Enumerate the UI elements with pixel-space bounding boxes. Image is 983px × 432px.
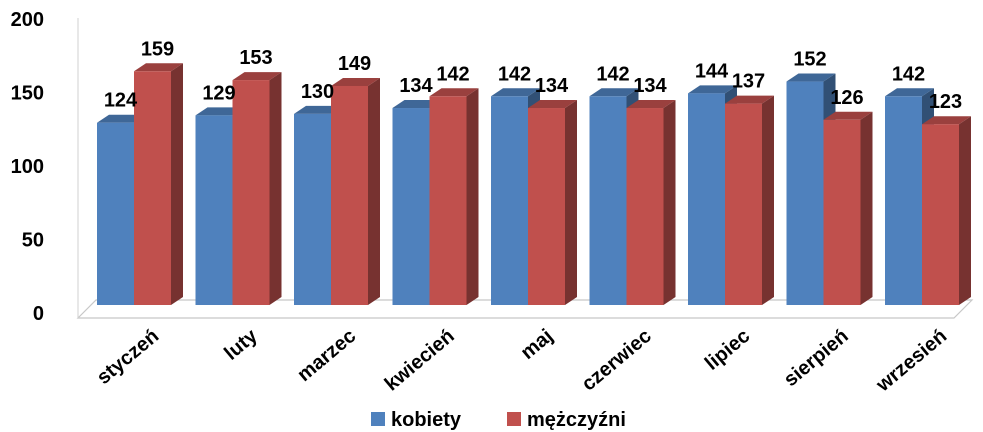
bar-front [195,115,233,306]
data-label: 134 [535,75,569,97]
bar-top [885,88,934,97]
x-tick-label: marzec [293,325,360,386]
bar-top [331,77,380,86]
y-tick-label: 150 [11,83,44,105]
bar-side [565,100,577,306]
bar-side [466,88,479,305]
y-axis-ticks: 0 50 100 150 200 [11,9,44,325]
legend: kobiety mężczyźni [371,409,626,431]
bar-mezczyzni [725,95,774,305]
bar-mezczyzni [626,100,676,306]
bars [97,63,971,306]
legend-swatch [507,412,521,426]
bar-front [429,96,467,305]
legend-label: mężczyźni [527,409,626,431]
bar-side [269,72,282,305]
bar-mezczyzni [429,88,479,305]
data-label: 142 [498,63,531,85]
y-tick-label: 50 [22,230,44,252]
bar-side [171,63,183,305]
data-label: 152 [793,49,826,71]
bar-front [491,96,528,305]
x-axis-ticks: styczeń luty marzec kwiecień maj czerwiec lipi… [93,324,951,396]
legend-item: kobiety [371,409,462,431]
data-label: 124 [104,90,138,112]
x-tick-label: kwiecień [381,325,459,395]
x-tick-label: czerwiec [578,325,656,395]
bar-front [626,108,664,306]
bar-front [688,93,725,305]
legend-swatch [371,412,385,426]
data-label: 149 [338,53,371,75]
bar-top [589,88,639,97]
bar-front [885,96,922,305]
bar-top [134,63,183,72]
bar-front [232,80,270,305]
data-label: 153 [239,47,272,69]
bar-mezczyzni [232,72,282,305]
bar-side [959,116,971,305]
data-label: 144 [695,60,729,82]
bar-mezczyzni [922,116,971,305]
bar-front [331,85,368,305]
bar-front [786,81,824,305]
data-label: 142 [436,63,469,85]
bar-front [922,124,959,305]
data-label: 142 [892,63,925,85]
bar-front [97,122,134,305]
data-label: 134 [399,75,433,97]
x-tick-label: luty [220,324,262,364]
bar-top [392,100,442,109]
bar-mezczyzni [331,77,380,305]
x-tick-label: wrzesień [872,325,952,397]
bar-top [922,116,971,125]
bar-top [528,100,577,109]
bar-top [97,114,146,123]
bar-mezczyzni [134,63,183,306]
bar-front [134,71,171,306]
data-label: 134 [633,75,667,97]
bar-side [860,111,873,305]
data-label: 137 [732,71,765,93]
bar-top [626,100,676,109]
data-label: 130 [301,81,334,103]
legend-item: mężczyźni [507,409,626,431]
data-label: 159 [141,38,174,60]
data-label: 129 [202,82,235,104]
bar-top [688,85,737,94]
data-label: 142 [596,63,629,85]
bar-front [589,96,627,305]
bar-top [232,72,282,81]
bar-top [491,88,540,97]
bar-front [528,108,565,306]
bar-top [725,95,774,104]
y-tick-label: 0 [33,303,44,325]
bar-top [294,105,343,114]
x-tick-label: lipiec [701,325,754,375]
bar-top [786,73,836,82]
x-tick-label: maj [517,325,558,364]
bar-front [392,108,430,306]
bar-front [294,113,331,306]
bar-front [823,119,861,305]
legend-label: kobiety [391,409,462,431]
x-tick-label: sierpień [780,325,853,391]
y-tick-label: 100 [11,156,44,178]
bar-top [195,107,245,116]
bar-side [663,100,676,306]
bar-top [823,111,873,120]
bar-top [429,88,479,97]
y-tick-label: 200 [11,9,44,31]
bar-mezczyzni [823,111,873,305]
bar-side [368,77,380,305]
data-label: 126 [830,87,863,109]
bar-side [762,95,774,305]
x-tick-label: styczeń [93,325,163,389]
data-label: 123 [929,91,962,113]
bar-mezczyzni [528,100,577,306]
bar-front [725,103,762,305]
